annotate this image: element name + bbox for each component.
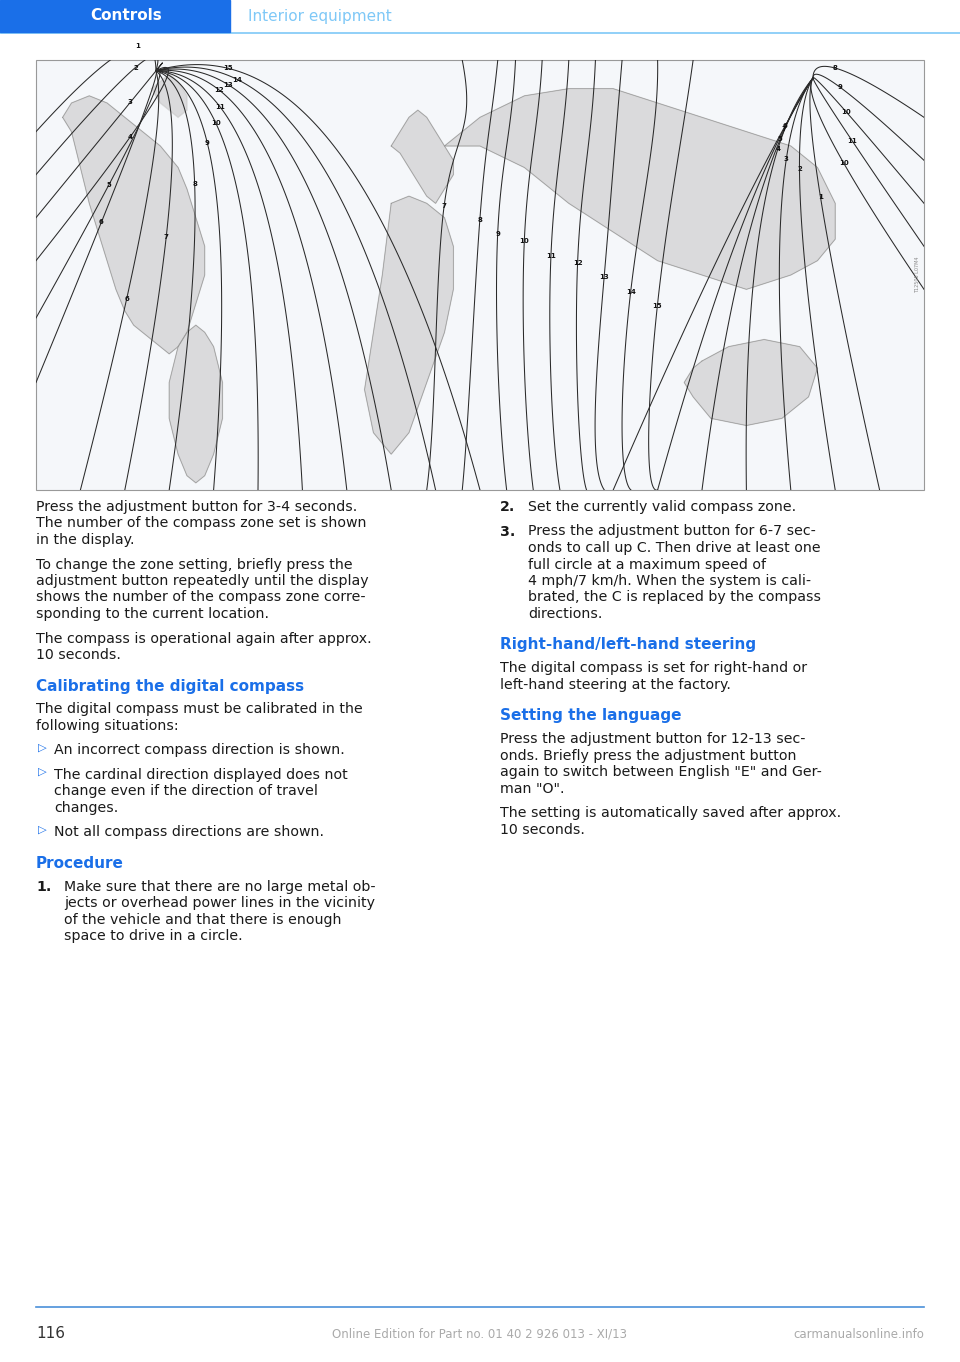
- Text: Make sure that there are no large metal ob-: Make sure that there are no large metal …: [64, 880, 375, 893]
- Text: 2.: 2.: [500, 500, 516, 513]
- Text: onds. Briefly press the adjustment button: onds. Briefly press the adjustment butto…: [500, 749, 797, 763]
- Text: left-hand steering at the factory.: left-hand steering at the factory.: [500, 678, 731, 692]
- Text: Right-hand/left-hand steering: Right-hand/left-hand steering: [500, 637, 756, 652]
- Text: Interior equipment: Interior equipment: [248, 8, 392, 23]
- Text: Procedure: Procedure: [36, 855, 124, 870]
- Text: change even if the direction of travel: change even if the direction of travel: [54, 785, 318, 798]
- Text: 116: 116: [36, 1327, 65, 1342]
- Text: An incorrect compass direction is shown.: An incorrect compass direction is shown.: [54, 744, 345, 757]
- Bar: [36, 60, 924, 490]
- Text: directions.: directions.: [528, 607, 602, 621]
- Text: Press the adjustment button for 12-13 sec-: Press the adjustment button for 12-13 se…: [500, 733, 805, 746]
- Text: space to drive in a circle.: space to drive in a circle.: [64, 929, 243, 944]
- Text: jects or overhead power lines in the vicinity: jects or overhead power lines in the vic…: [64, 896, 375, 910]
- Text: The setting is automatically saved after approx.: The setting is automatically saved after…: [500, 806, 841, 820]
- Text: Press the adjustment button for 3-4 seconds.: Press the adjustment button for 3-4 seco…: [36, 500, 357, 513]
- Text: sponding to the current location.: sponding to the current location.: [36, 607, 269, 621]
- Text: To change the zone setting, briefly press the: To change the zone setting, briefly pres…: [36, 557, 352, 572]
- Text: of the vehicle and that there is enough: of the vehicle and that there is enough: [64, 913, 342, 928]
- Text: Set the currently valid compass zone.: Set the currently valid compass zone.: [528, 500, 796, 513]
- Text: The compass is operational again after approx.: The compass is operational again after a…: [36, 632, 372, 646]
- Text: shows the number of the compass zone corre-: shows the number of the compass zone cor…: [36, 591, 366, 605]
- Text: ▷: ▷: [38, 824, 47, 835]
- Text: ▷: ▷: [38, 767, 47, 776]
- Bar: [0, 0, 230, 31]
- Text: onds to call up C. Then drive at least one: onds to call up C. Then drive at least o…: [528, 541, 821, 554]
- Text: man "O".: man "O".: [500, 782, 564, 795]
- Text: Calibrating the digital compass: Calibrating the digital compass: [36, 678, 304, 693]
- Text: 10 seconds.: 10 seconds.: [36, 648, 121, 662]
- Text: brated, the C is replaced by the compass: brated, the C is replaced by the compass: [528, 591, 821, 605]
- Text: 3.: 3.: [500, 524, 516, 538]
- Text: The digital compass is set for right-hand or: The digital compass is set for right-han…: [500, 662, 807, 676]
- Text: again to switch between English "E" and Ger-: again to switch between English "E" and …: [500, 765, 822, 779]
- Text: Setting the language: Setting the language: [500, 708, 682, 723]
- Text: 4 mph/7 km/h. When the system is cali-: 4 mph/7 km/h. When the system is cali-: [528, 573, 811, 588]
- Text: ▷: ▷: [38, 742, 47, 752]
- Text: Online Edition for Part no. 01 40 2 926 013 - XI/13: Online Edition for Part no. 01 40 2 926 …: [332, 1328, 628, 1340]
- Text: carmanualsonline.info: carmanualsonline.info: [793, 1328, 924, 1340]
- Text: in the display.: in the display.: [36, 533, 134, 548]
- Text: full circle at a maximum speed of: full circle at a maximum speed of: [528, 557, 766, 572]
- Text: following situations:: following situations:: [36, 719, 179, 733]
- Text: Not all compass directions are shown.: Not all compass directions are shown.: [54, 825, 324, 839]
- Text: The cardinal direction displayed does not: The cardinal direction displayed does no…: [54, 768, 348, 782]
- Text: The number of the compass zone set is shown: The number of the compass zone set is sh…: [36, 516, 367, 531]
- Text: adjustment button repeatedly until the display: adjustment button repeatedly until the d…: [36, 573, 369, 588]
- Text: changes.: changes.: [54, 801, 118, 814]
- Text: 10 seconds.: 10 seconds.: [500, 823, 585, 836]
- Text: Press the adjustment button for 6-7 sec-: Press the adjustment button for 6-7 sec-: [528, 524, 816, 538]
- Text: 1.: 1.: [36, 880, 52, 893]
- Text: The digital compass must be calibrated in the: The digital compass must be calibrated i…: [36, 703, 363, 716]
- Text: Controls: Controls: [90, 8, 162, 23]
